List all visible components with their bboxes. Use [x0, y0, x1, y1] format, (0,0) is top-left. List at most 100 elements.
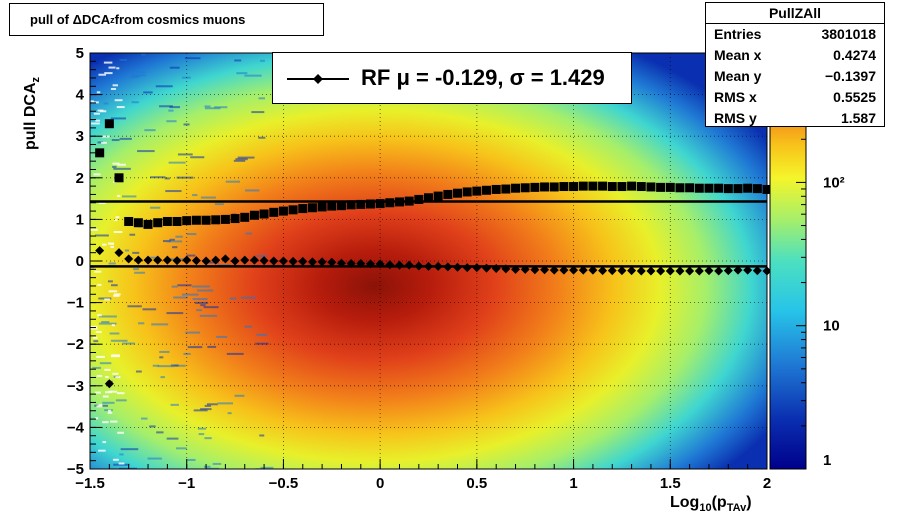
heatmap-cell — [204, 437, 212, 440]
heatmap-cell — [102, 401, 115, 404]
heatmap-cell — [198, 433, 205, 436]
heatmap-gap — [92, 336, 98, 339]
heatmap-cell — [149, 425, 156, 428]
heatmap-cell — [90, 61, 99, 64]
heatmap-cell — [107, 280, 113, 283]
y-tick-label: 1 — [76, 211, 84, 228]
heatmap-cell — [93, 340, 99, 343]
mean-marker — [220, 254, 230, 264]
mean-marker — [482, 263, 492, 273]
heatmap-gap — [112, 458, 119, 461]
heatmap-cell — [166, 120, 177, 123]
stats-label: RMS x — [714, 89, 757, 105]
heatmap-cell — [162, 240, 171, 243]
heatmap-gap — [94, 391, 101, 394]
heatmap-cell — [169, 66, 180, 69]
heatmap-cell — [150, 206, 161, 209]
xlabel-mid: (p — [711, 494, 727, 511]
rms-marker — [220, 214, 230, 224]
heatmap-cell — [244, 74, 262, 77]
heatmap-cell — [172, 246, 178, 249]
heatmap-cell — [133, 268, 139, 271]
heatmap-cell — [127, 305, 142, 308]
stats-row: RMS x 0.5525 — [706, 87, 884, 108]
rms-marker — [133, 218, 143, 228]
stats-row: Entries 3801018 — [706, 24, 884, 45]
heatmap-gap — [112, 84, 119, 87]
heatmap-cell — [109, 332, 120, 335]
heatmap-cell — [131, 101, 139, 104]
mean-marker — [230, 256, 240, 266]
heatmap-cell — [156, 431, 164, 434]
mean-marker — [317, 257, 327, 267]
heatmap-gap — [118, 462, 125, 465]
heatmap-cell — [98, 322, 117, 325]
heatmap-gap — [98, 449, 106, 452]
heatmap-cell — [159, 105, 173, 108]
mean-marker — [211, 255, 221, 265]
heatmap-cell — [191, 285, 210, 288]
rms-marker — [288, 205, 298, 215]
heatmap-cell — [217, 402, 234, 405]
mean-marker — [743, 265, 753, 275]
heatmap-gap — [108, 390, 118, 393]
heatmap-gap — [110, 245, 115, 248]
x-tick-label: −0.5 — [269, 475, 299, 492]
heatmap-cell — [212, 462, 222, 465]
heatmap-gap — [112, 162, 120, 165]
heatmap-cell — [193, 409, 208, 412]
title-suffix: from cosmics muons — [114, 12, 246, 27]
mean-marker — [201, 256, 211, 266]
heatmap-gap — [97, 283, 102, 286]
rms-marker — [298, 204, 308, 214]
xlabel-sub1: 10 — [699, 502, 712, 515]
heatmap-cell — [150, 176, 166, 179]
mean-marker — [472, 263, 482, 273]
rms-marker — [598, 181, 608, 191]
xlabel-end: ) — [746, 494, 752, 511]
stats-value: −0.1397 — [825, 68, 876, 84]
mean-marker — [424, 261, 433, 271]
heatmap-gap — [112, 372, 119, 375]
heatmap-gap — [104, 298, 111, 301]
title-delta: Δ — [72, 12, 82, 27]
heatmap-gap — [110, 87, 117, 90]
heatmap-cell — [159, 350, 170, 353]
x-tick-label: 2 — [763, 475, 771, 492]
heatmap-cell — [120, 448, 139, 451]
stats-label: Mean y — [714, 68, 762, 84]
heatmap-gap — [116, 67, 120, 70]
heatmap-cell — [196, 309, 203, 312]
heatmap-cell — [122, 342, 135, 345]
mean-marker — [559, 265, 569, 275]
rms-marker — [482, 185, 492, 195]
heatmap-cell — [164, 177, 170, 180]
mean-marker — [530, 265, 540, 275]
heatmap-gap — [107, 411, 113, 414]
mean-marker — [240, 255, 250, 265]
heatmap-cell — [177, 284, 192, 287]
heatmap-gap — [98, 202, 106, 205]
mean-marker — [588, 265, 598, 275]
heatmap-cell — [190, 156, 205, 159]
stats-row: Mean y −0.1397 — [706, 66, 884, 87]
heatmap-cell — [194, 301, 209, 304]
heatmap-cell — [204, 404, 212, 407]
rms-marker — [162, 216, 172, 226]
rms-marker — [424, 193, 433, 203]
heatmap-cell — [119, 467, 138, 469]
mean-marker — [598, 266, 608, 276]
heatmap-cell — [160, 376, 165, 379]
heatmap-gap — [114, 99, 123, 102]
heatmap-cell — [166, 437, 179, 440]
mean-marker — [752, 266, 762, 276]
heatmap-gap — [102, 421, 109, 424]
x-tick-label: 1 — [569, 475, 577, 492]
rms-marker — [520, 183, 530, 193]
heatmap-cell — [142, 308, 157, 311]
mean-marker — [462, 263, 472, 273]
mean-marker — [414, 261, 424, 271]
heatmap-cell — [229, 297, 237, 300]
heatmap-cell — [168, 109, 174, 112]
stats-name: PullZAll — [706, 3, 884, 24]
